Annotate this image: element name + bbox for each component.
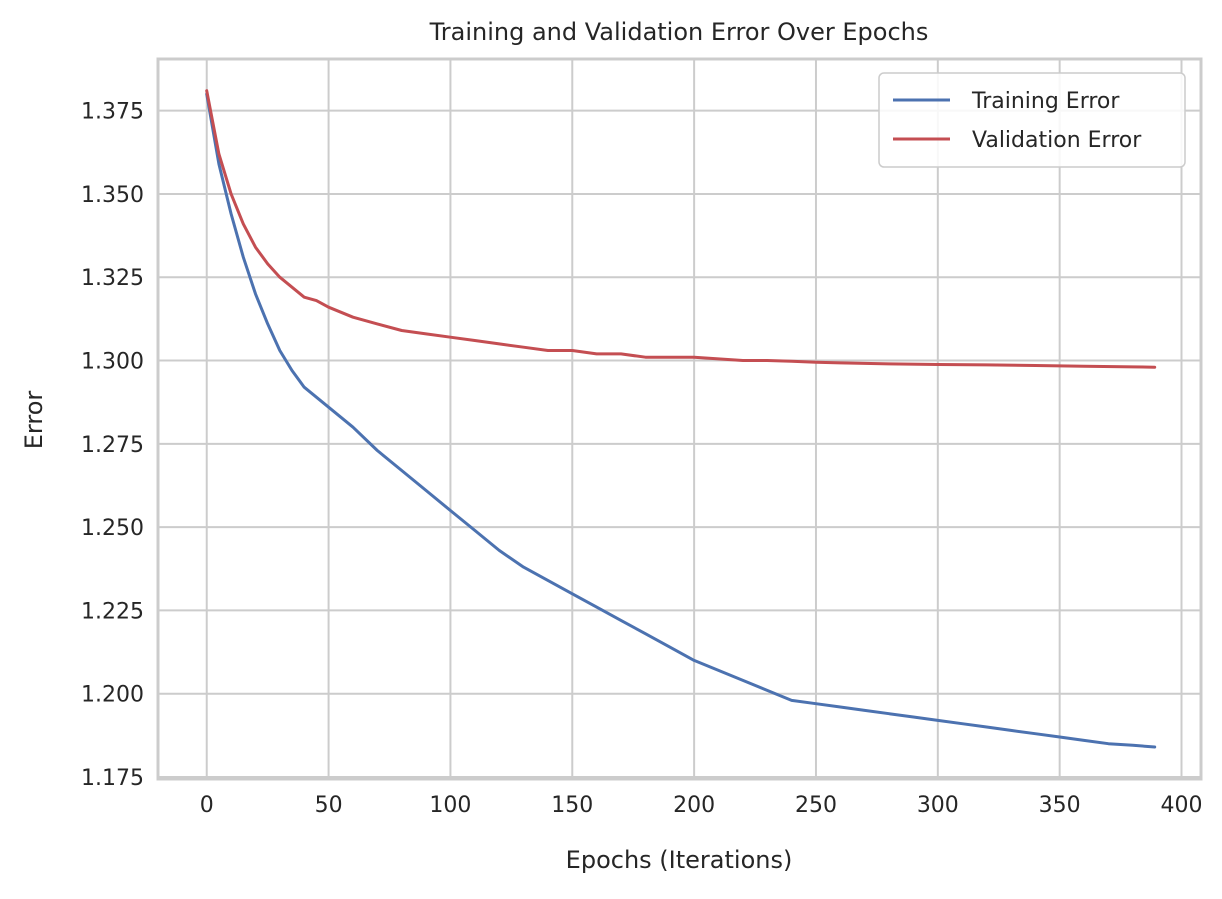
gridlines bbox=[158, 59, 1201, 779]
legend: Training Error Validation Error bbox=[878, 72, 1186, 168]
x-tick-label: 0 bbox=[200, 793, 214, 818]
y-tick-label: 1.225 bbox=[81, 599, 144, 624]
x-tick-label: 250 bbox=[795, 793, 837, 818]
legend-label-training: Training Error bbox=[971, 89, 1120, 114]
x-tick-label: 300 bbox=[917, 793, 959, 818]
y-tick-label: 1.200 bbox=[81, 683, 144, 708]
y-tick-label: 1.175 bbox=[81, 766, 144, 791]
y-tick-labels: 1.175 1.200 1.225 1.250 1.275 1.300 1.325 1.350… bbox=[81, 100, 144, 791]
x-tick-label: 350 bbox=[1039, 793, 1081, 818]
series-lines bbox=[205, 89, 1157, 749]
chart-title: Training and Validation Error Over Epoch… bbox=[429, 18, 929, 46]
y-tick-label: 1.375 bbox=[81, 100, 144, 125]
legend-label-validation: Validation Error bbox=[972, 128, 1142, 153]
x-tick-label: 150 bbox=[551, 793, 593, 818]
legend-box bbox=[878, 72, 1186, 168]
y-tick-label: 1.300 bbox=[81, 350, 144, 375]
validation-error-line bbox=[205, 89, 1157, 369]
x-axis-label: Epochs (Iterations) bbox=[566, 846, 793, 874]
x-tick-label: 200 bbox=[673, 793, 715, 818]
y-tick-label: 1.275 bbox=[81, 433, 144, 458]
x-tick-labels: 0 50 100 150 200 250 300 350 400 bbox=[200, 793, 1203, 818]
training-error-line bbox=[205, 92, 1157, 749]
x-tick-label: 50 bbox=[315, 793, 343, 818]
x-tick-label: 100 bbox=[429, 793, 471, 818]
y-tick-label: 1.325 bbox=[81, 266, 144, 291]
y-tick-label: 1.250 bbox=[81, 516, 144, 541]
y-tick-label: 1.350 bbox=[81, 183, 144, 208]
plot-frame bbox=[156, 57, 1203, 781]
y-axis-label: Error bbox=[20, 391, 48, 450]
x-tick-label: 400 bbox=[1161, 793, 1203, 818]
